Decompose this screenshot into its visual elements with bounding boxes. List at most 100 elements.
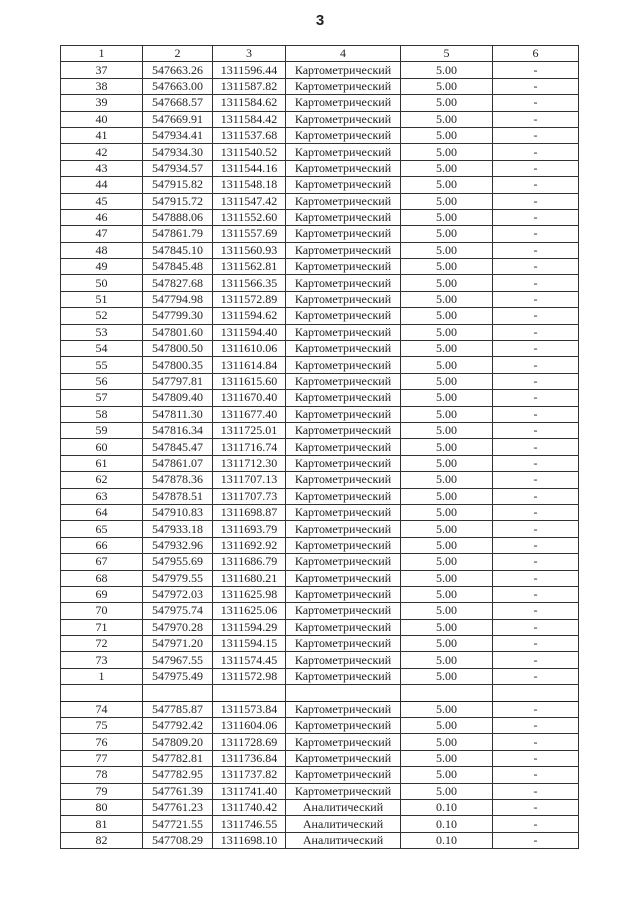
note-cell: - <box>492 667 579 686</box>
method-cell: Картометрический <box>285 241 401 260</box>
accuracy-cell: 5.00 <box>400 372 493 391</box>
accuracy-cell: 5.00 <box>400 208 493 227</box>
note-cell: - <box>492 471 579 489</box>
x-coordinate-cell: 547800.50 <box>142 340 213 358</box>
method-cell: Картометрический <box>285 274 401 292</box>
x-coordinate-cell: 547663.26 <box>142 61 213 79</box>
table-row: 81 547721.55 1311746.55 Аналитический 0.10- <box>60 815 579 833</box>
method-cell: Картометрический <box>285 356 401 374</box>
table-row: 65 547933.18 1311693.79 Картометрический 5.0… <box>60 520 579 538</box>
note-cell: - <box>492 77 579 96</box>
accuracy-cell: 5.00 <box>400 553 493 571</box>
note-cell: - <box>492 749 579 768</box>
x-coordinate-cell: 547934.57 <box>142 159 213 178</box>
accuracy-cell: 5.00 <box>400 421 493 440</box>
x-coordinate-cell: 547663.00 <box>142 77 213 96</box>
y-coordinate-cell: 1311680.21 <box>212 569 286 587</box>
x-coordinate-cell: 547800.35 <box>142 356 213 374</box>
point-number-cell: 81 <box>60 815 143 833</box>
table-row: 80 547761.23 1311740.42 Аналитический 0.10- <box>60 798 579 817</box>
point-number-cell: 58 <box>60 405 143 423</box>
point-number-cell: 67 <box>60 553 143 571</box>
y-coordinate-cell: 1311587.82 <box>212 77 286 96</box>
table-row: 44 547915.82 1311548.18 Картометрический 5.0… <box>60 176 579 194</box>
accuracy-cell: 5.00 <box>400 503 493 522</box>
method-cell: Картометрический <box>285 110 401 128</box>
note-cell: - <box>492 766 579 784</box>
y-coordinate-cell: 1311698.87 <box>212 503 286 522</box>
y-coordinate-cell: 1311537.68 <box>212 126 286 145</box>
x-coordinate-cell: 547794.98 <box>142 290 213 309</box>
method-cell: Картометрический <box>285 77 401 96</box>
accuracy-cell: 5.00 <box>400 192 493 210</box>
table-row: 63 547878.51 1311707.73 Картометрический 5.0… <box>60 487 579 505</box>
table-row: 55 547800.35 1311614.84 Картометрический 5.0… <box>60 356 579 374</box>
table-row: 72 547971.20 1311594.15 Картометрический 5.0… <box>60 635 579 653</box>
x-coordinate-cell: 547809.40 <box>142 389 213 407</box>
method-cell: Картометрический <box>285 176 401 194</box>
point-number-cell: 38 <box>60 77 143 96</box>
point-number-cell: 79 <box>60 782 143 800</box>
note-cell: - <box>492 487 579 505</box>
accuracy-cell: 5.00 <box>400 602 493 620</box>
y-coordinate-cell: 1311736.84 <box>212 749 286 768</box>
accuracy-cell: 5.00 <box>400 733 493 751</box>
method-cell: Картометрический <box>285 208 401 227</box>
method-cell: Картометрический <box>285 421 401 440</box>
x-coordinate-cell: 547934.30 <box>142 143 213 161</box>
point-number-cell: 63 <box>60 487 143 505</box>
point-number-cell: 57 <box>60 389 143 407</box>
method-cell: Картометрический <box>285 733 401 751</box>
header-cell: 3 <box>212 44 286 63</box>
y-coordinate-cell: 1311548.18 <box>212 176 286 194</box>
x-coordinate-cell: 547972.03 <box>142 585 213 604</box>
table-row: 78 547782.95 1311737.82 Картометрический 5.0… <box>60 766 579 784</box>
accuracy-cell: 5.00 <box>400 635 493 653</box>
point-number-cell: 37 <box>60 61 143 79</box>
note-cell: - <box>492 323 579 342</box>
accuracy-cell: 5.00 <box>400 749 493 768</box>
note-cell: - <box>492 94 579 112</box>
x-coordinate-cell: 547861.07 <box>142 454 213 473</box>
table-row: 77 547782.81 1311736.84 Картометрический 5.0… <box>60 749 579 768</box>
table-row: 75 547792.42 1311604.06 Картометрический 5.0… <box>60 717 579 735</box>
accuracy-cell: 5.00 <box>400 454 493 473</box>
table-row-empty <box>60 684 579 702</box>
method-cell: Картометрический <box>285 766 401 784</box>
table-row: 40 547669.91 1311584.42 Картометрический 5.0… <box>60 110 579 128</box>
note-cell: - <box>492 421 579 440</box>
note-cell: - <box>492 340 579 358</box>
point-number-cell: 51 <box>60 290 143 309</box>
table-row: 76 547809.20 1311728.69 Картометрический 5.0… <box>60 733 579 751</box>
accuracy-cell: 5.00 <box>400 717 493 735</box>
method-cell: Картометрический <box>285 602 401 620</box>
point-number-cell: 77 <box>60 749 143 768</box>
point-number-cell: 66 <box>60 536 143 555</box>
y-coordinate-cell: 1311573.84 <box>212 700 286 719</box>
note-cell: - <box>492 126 579 145</box>
method-cell: Картометрический <box>285 536 401 555</box>
accuracy-cell: 5.00 <box>400 438 493 456</box>
point-number-cell: 45 <box>60 192 143 210</box>
point-number-cell: 62 <box>60 471 143 489</box>
x-coordinate-cell: 547845.10 <box>142 241 213 260</box>
point-number-cell: 52 <box>60 307 143 325</box>
y-coordinate-cell: 1311707.13 <box>212 471 286 489</box>
table-row: 45 547915.72 1311547.42 Картометрический 5.0… <box>60 192 579 210</box>
y-coordinate-cell: 1311625.98 <box>212 585 286 604</box>
y-coordinate-cell: 1311740.42 <box>212 798 286 817</box>
note-cell: - <box>492 569 579 587</box>
x-coordinate-cell: 547932.96 <box>142 536 213 555</box>
y-coordinate-cell: 1311594.15 <box>212 635 286 653</box>
x-coordinate-cell: 547809.20 <box>142 733 213 751</box>
note-cell: - <box>492 372 579 391</box>
note-cell: - <box>492 602 579 620</box>
method-cell: Картометрический <box>285 94 401 112</box>
method-cell: Картометрический <box>285 61 401 79</box>
x-coordinate-cell: 547827.68 <box>142 274 213 292</box>
y-coordinate-cell: 1311584.62 <box>212 94 286 112</box>
header-cell: 1 <box>60 44 143 63</box>
y-coordinate-cell: 1311625.06 <box>212 602 286 620</box>
table-row: 53 547801.60 1311594.40 Картометрический 5.0… <box>60 323 579 342</box>
method-cell: Картометрический <box>285 749 401 768</box>
